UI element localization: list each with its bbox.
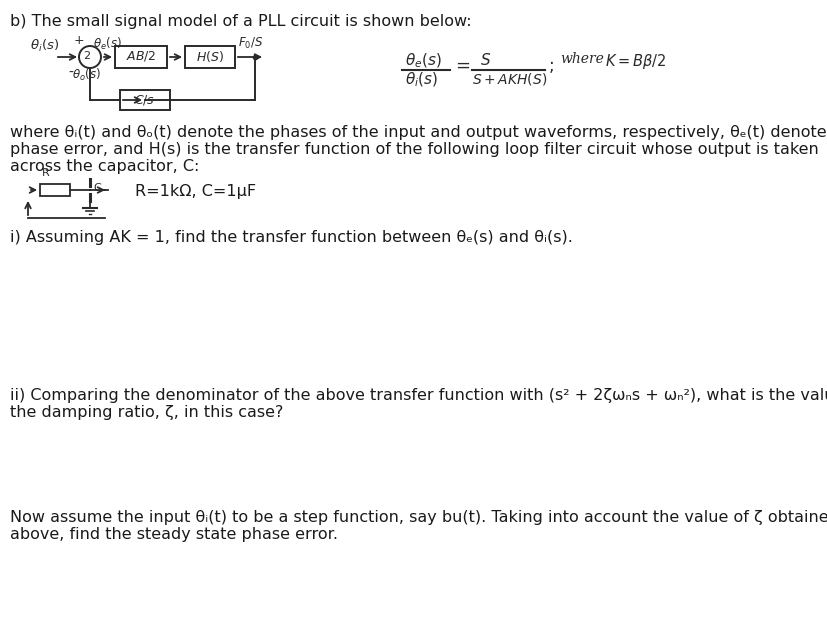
Text: R=1kΩ, C=1μF: R=1kΩ, C=1μF bbox=[135, 184, 256, 199]
Text: where: where bbox=[559, 52, 603, 66]
Bar bbox=[115, 46, 167, 68]
Text: $K=B\beta/2$: $K=B\beta/2$ bbox=[605, 52, 666, 71]
Text: R: R bbox=[42, 168, 50, 178]
Text: i) Assuming AK = 1, find the transfer function between θₑ(s) and θᵢ(s).: i) Assuming AK = 1, find the transfer fu… bbox=[10, 230, 572, 245]
Text: -: - bbox=[68, 66, 73, 80]
Text: $AB/2$: $AB/2$ bbox=[126, 49, 155, 63]
Text: 2: 2 bbox=[84, 51, 90, 61]
Bar bbox=[40, 184, 70, 196]
Text: $S+AKH(S)$: $S+AKH(S)$ bbox=[471, 71, 547, 87]
Bar bbox=[184, 46, 235, 68]
Text: where θᵢ(t) and θₒ(t) denote the phases of the input and output waveforms, respe: where θᵢ(t) and θₒ(t) denote the phases … bbox=[10, 125, 827, 140]
Text: $H(S)$: $H(S)$ bbox=[196, 48, 224, 64]
Text: C: C bbox=[93, 183, 101, 193]
Text: $\theta_o(s)$: $\theta_o(s)$ bbox=[72, 67, 101, 83]
Text: Now assume the input θᵢ(t) to be a step function, say bu(t). Taking into account: Now assume the input θᵢ(t) to be a step … bbox=[10, 510, 827, 525]
Text: ii) Comparing the denominator of the above transfer function with (s² + 2ζωₙs + : ii) Comparing the denominator of the abo… bbox=[10, 388, 827, 403]
Text: $F_0/S$: $F_0/S$ bbox=[237, 36, 263, 51]
Text: $\theta_i(s)$: $\theta_i(s)$ bbox=[30, 38, 59, 54]
Text: above, find the steady state phase error.: above, find the steady state phase error… bbox=[10, 527, 337, 542]
Text: b) The small signal model of a PLL circuit is shown below:: b) The small signal model of a PLL circu… bbox=[10, 14, 471, 29]
Text: +: + bbox=[74, 34, 84, 47]
Text: across the capacitor, C:: across the capacitor, C: bbox=[10, 159, 199, 174]
Text: =: = bbox=[455, 57, 470, 75]
Bar bbox=[120, 90, 170, 110]
Text: $S$: $S$ bbox=[480, 52, 490, 68]
Text: ;: ; bbox=[548, 57, 554, 75]
Text: $C/s$: $C/s$ bbox=[134, 93, 155, 107]
Text: the damping ratio, ζ, in this case?: the damping ratio, ζ, in this case? bbox=[10, 405, 283, 420]
Text: phase error, and H(s) is the transfer function of the following loop filter circ: phase error, and H(s) is the transfer fu… bbox=[10, 142, 818, 157]
Text: $\theta_i(s)$: $\theta_i(s)$ bbox=[404, 71, 437, 90]
Text: $\theta_e(s)$: $\theta_e(s)$ bbox=[93, 36, 122, 52]
Text: $\theta_e(s)$: $\theta_e(s)$ bbox=[404, 52, 442, 71]
